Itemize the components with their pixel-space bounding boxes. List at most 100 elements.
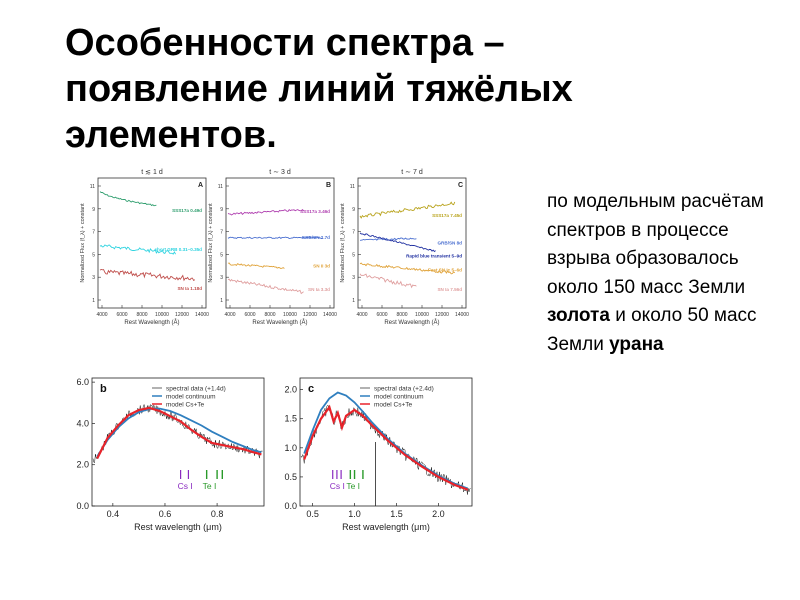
x-tick-label: 4000 [96,312,107,318]
spectrum-curve [359,232,436,253]
model-panel-b: 0.4 0.6 0.8 0.0 2.0 4.0 6.0 Rest wavelength (μm… [76,377,265,532]
curve-label: SSS17a 3.46d [300,209,330,214]
model-cs-te-line [96,406,262,459]
y-axis-label: Normalized Flux (f_λ) + constant [80,203,86,283]
y-tick-label: 3 [92,275,95,281]
y-tick-label: 1.5 [284,414,297,424]
curve-label: GRB/SN 8d [437,240,462,245]
curve-label: short GRB 0.31–0.35d [155,247,203,252]
y-axis-label: Normalized Flux (f_λ) + constant [340,203,346,283]
curve-label: Rapid blue transient 5–9d [406,253,462,258]
panel-letter: c [308,383,314,395]
x-tick-label: 1.5 [390,509,403,519]
y-tick-label: 0.0 [284,501,297,511]
gold-word: золота [547,305,610,326]
y-tick-label: 5 [220,252,223,258]
panel-header: t ≲ 1 d [141,169,163,176]
curve-label: SN II 3d [313,264,330,269]
spectrum-curve [227,278,304,295]
legend-entry: model Cs+Te [166,402,204,409]
x-tick-label: 2.0 [432,509,445,519]
legend-entry: model continuum [166,394,216,401]
top-panel-a: t ≲ 1 d A 4000 6000 8000 10000 12000 14000 1 3 5 7 9… [80,169,209,326]
x-tick-label: 14000 [455,312,469,318]
y-tick-label: 0.5 [284,472,297,482]
panel-letter: B [326,182,331,189]
slide-title: Особенности спектра – появление линий тя… [65,20,685,158]
te-label: Te I [203,481,217,491]
y-tick-label: 1 [352,298,355,304]
curve-label: GRB/SN 2.7d [302,235,331,240]
y-tick-label: 7 [220,230,223,236]
x-tick-label: 8000 [396,312,407,318]
y-tick-label: 2.0 [76,460,89,470]
y-tick-label: 7 [352,230,355,236]
y-tick-label: 0.0 [76,501,89,511]
x-tick-label: 0.6 [159,509,172,519]
description-part-1: по модельным расчётам спектров в процесс… [547,191,764,298]
legend: spectral data (+1.4d)model continuummode… [152,386,226,409]
spectrum-curve [359,201,456,219]
y-tick-label: 5 [352,252,355,258]
description-part-2: и около 50 масс Земли [547,305,757,355]
curve-label: SN Ia 3.3d [308,287,330,292]
panel-letter: A [198,182,203,189]
y-tick-label: 1.0 [284,443,297,453]
cs-label: Cs I [330,481,345,491]
cs-label: Cs I [178,481,193,491]
y-tick-label: 11 [90,184,95,190]
title-line-3: элементов. [65,114,277,156]
x-axis-label: Rest wavelength (μm) [342,522,430,532]
panel-letter: C [458,182,463,189]
y-tick-label: 11 [218,184,223,190]
spectrum-curve [359,273,417,289]
curve-label: SN Ia 1.18d [177,286,202,291]
x-tick-label: 10000 [155,312,169,318]
top-panel-b: t ∼ 3 d B 4000 6000 8000 10000 12000 14000 1 3 5 7 9… [208,169,337,326]
legend-entry: spectral data (+1.4d) [166,386,226,393]
x-tick-label: 10000 [415,312,429,318]
y-tick-label: 5 [92,252,95,258]
legend-entry: spectral data (+2.4d) [374,386,434,393]
panel-frame [91,377,265,507]
x-tick-label: 12000 [435,312,449,318]
x-tick-label: 12000 [175,312,189,318]
x-tick-label: 14000 [195,312,209,318]
x-tick-label: 0.8 [211,509,224,519]
x-tick-label: 1.0 [348,509,361,519]
y-tick-label: 2.0 [284,385,297,395]
x-tick-label: 4000 [224,312,235,318]
x-tick-label: 10000 [283,312,297,318]
panel-frame [225,177,335,309]
panel-header: t ∼ 7 d [401,169,423,176]
panel-header: t ∼ 3 d [269,169,291,176]
y-tick-label: 1 [220,298,223,304]
description-text: по модельным расчётам спектров в процесс… [547,188,782,359]
curve-label: SSS17a 0.49d [172,208,202,213]
x-tick-label: 8000 [264,312,275,318]
spectrum-curve [99,269,196,282]
x-tick-label: 14000 [323,312,337,318]
y-tick-label: 3 [220,275,223,281]
spectrum-curve [227,236,323,240]
panel-letter: b [100,383,107,395]
y-axis-label: Normalized Flux (f_λ) + constant [208,203,214,283]
y-tick-label: 9 [92,207,95,213]
legend-entry: model continuum [374,394,424,401]
y-tick-label: 3 [352,275,355,281]
spectrum-curve [359,262,456,275]
spectrum-curve [227,208,304,216]
legend: spectral data (+2.4d)model continuummode… [360,386,434,409]
legend-entry: model Cs+Te [374,402,412,409]
x-tick-label: 4000 [356,312,367,318]
te-label: Te I [346,481,360,491]
y-tick-label: 4.0 [76,418,89,428]
spectrum-curve [99,244,176,255]
curve-label: SN Ia 7.56d [437,287,462,292]
model-spectra-figure: 0.4 0.6 0.8 0.0 2.0 4.0 6.0 Rest wavelength (μm… [76,377,473,532]
x-tick-label: 8000 [136,312,147,318]
curve-label: SSS17a 7.45d [432,213,462,218]
x-tick-label: 6000 [244,312,255,318]
